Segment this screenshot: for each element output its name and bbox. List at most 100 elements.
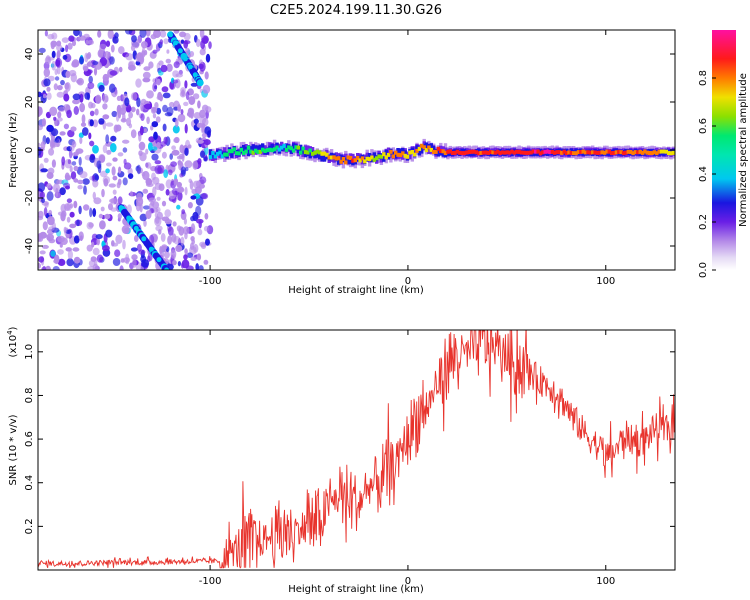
noise-blob — [146, 116, 150, 125]
ridge-cell — [296, 147, 300, 153]
noise-blob — [102, 73, 110, 82]
ridge-cell — [436, 146, 441, 151]
noise-blob — [102, 144, 108, 154]
noise-blob — [138, 141, 146, 151]
noise-blob — [199, 241, 207, 248]
ridge-cell — [391, 154, 395, 159]
noise-blob — [63, 104, 71, 111]
ridge-cell — [486, 150, 490, 155]
x-tick-label: 100 — [596, 576, 615, 587]
noise-blob — [43, 157, 49, 163]
noise-blob — [46, 236, 51, 241]
noise-blob — [164, 219, 173, 225]
ridge-cell — [351, 158, 355, 163]
noise-blob — [156, 78, 161, 86]
ridge-cell — [574, 151, 578, 156]
ridge-cell — [337, 156, 341, 161]
noise-blob — [54, 254, 60, 264]
ridge-cell — [460, 151, 464, 156]
noise-blob — [163, 250, 170, 259]
y-tick-label: -20 — [24, 190, 35, 206]
noise-blob — [142, 205, 151, 210]
ridge-cell — [220, 154, 225, 159]
ridge-cell — [318, 150, 322, 155]
noise-blob — [177, 191, 183, 202]
ridge-cell — [242, 151, 246, 156]
ridge-cell — [246, 145, 251, 150]
noise-blob — [89, 140, 95, 147]
ridge-cell — [664, 149, 668, 154]
noise-blob — [154, 102, 159, 109]
noise-blob — [42, 93, 47, 99]
noise-blob — [136, 196, 144, 207]
noise-blob — [72, 99, 80, 105]
noise-blob — [46, 183, 52, 189]
noise-blob — [164, 112, 173, 117]
noise-blob — [156, 196, 161, 201]
noise-blob — [145, 30, 151, 37]
ridge-cell — [280, 145, 284, 150]
streak-core — [173, 40, 178, 46]
noise-blob — [54, 68, 58, 76]
noise-blob — [38, 91, 42, 98]
noise-blob — [115, 112, 120, 122]
noise-blob — [106, 149, 112, 155]
ridge-cell — [208, 149, 213, 156]
ridge-cell — [612, 151, 616, 155]
snr-panel: -100 0 100 0.2 0.4 0.6 0.8 1.0 Height of strai… — [6, 326, 676, 595]
y-tick-label: 20 — [24, 96, 35, 109]
noise-blob — [130, 106, 136, 113]
noise-blob — [162, 123, 167, 132]
noise-blob — [62, 54, 68, 60]
noise-blob — [131, 254, 138, 261]
streak-core — [148, 246, 154, 252]
ridge-cell — [607, 149, 611, 154]
noise-blob — [38, 106, 43, 116]
ridge-cell — [398, 153, 403, 158]
colorbar-ticks: 0.0 0.2 0.4 0.6 0.8 — [698, 70, 716, 278]
ridge-cell — [337, 158, 341, 165]
noise-blob — [180, 236, 185, 246]
ridge-cell — [640, 150, 645, 155]
ridge-cell — [394, 152, 398, 159]
noise-blob — [60, 203, 67, 213]
noise-blob — [130, 44, 136, 52]
colorbar-tick-label: 0.4 — [698, 166, 709, 182]
noise-blob — [136, 164, 141, 175]
noise-blob — [160, 233, 166, 242]
noise-blob — [112, 258, 121, 266]
noise-blob — [139, 152, 147, 162]
noise-blob — [172, 260, 177, 266]
noise-blob — [199, 109, 206, 119]
noise-blob — [142, 188, 149, 194]
noise-blob — [130, 190, 133, 197]
noise-blob — [112, 36, 119, 44]
ridge-cell — [356, 155, 360, 160]
noise-blob — [183, 254, 188, 260]
noise-blob — [115, 234, 123, 244]
ridge-cell — [569, 151, 573, 155]
noise-blob — [190, 195, 197, 200]
noise-blob — [163, 169, 169, 179]
noise-blob — [155, 216, 160, 224]
snr-x-ticks: -100 0 100 — [199, 330, 615, 587]
noise-blob — [189, 51, 195, 57]
noise-blob — [155, 116, 161, 123]
ridge-cell — [636, 150, 640, 155]
noise-blob — [143, 219, 147, 227]
ridge-cell — [422, 145, 426, 150]
noise-blob — [87, 266, 96, 270]
noise-blob — [166, 63, 173, 72]
noise-blob — [87, 82, 95, 90]
noise-blob — [78, 56, 85, 65]
noise-blob — [94, 174, 100, 181]
noise-blob — [195, 205, 202, 216]
noise-blob — [153, 30, 161, 38]
noise-blob — [131, 35, 137, 43]
colorbar-gradient — [712, 30, 736, 270]
ridge-cell — [408, 150, 412, 155]
noise-blob — [187, 144, 192, 149]
noise-blob — [135, 78, 142, 88]
ridge-cell — [258, 149, 263, 154]
ridge-cell — [346, 157, 350, 164]
